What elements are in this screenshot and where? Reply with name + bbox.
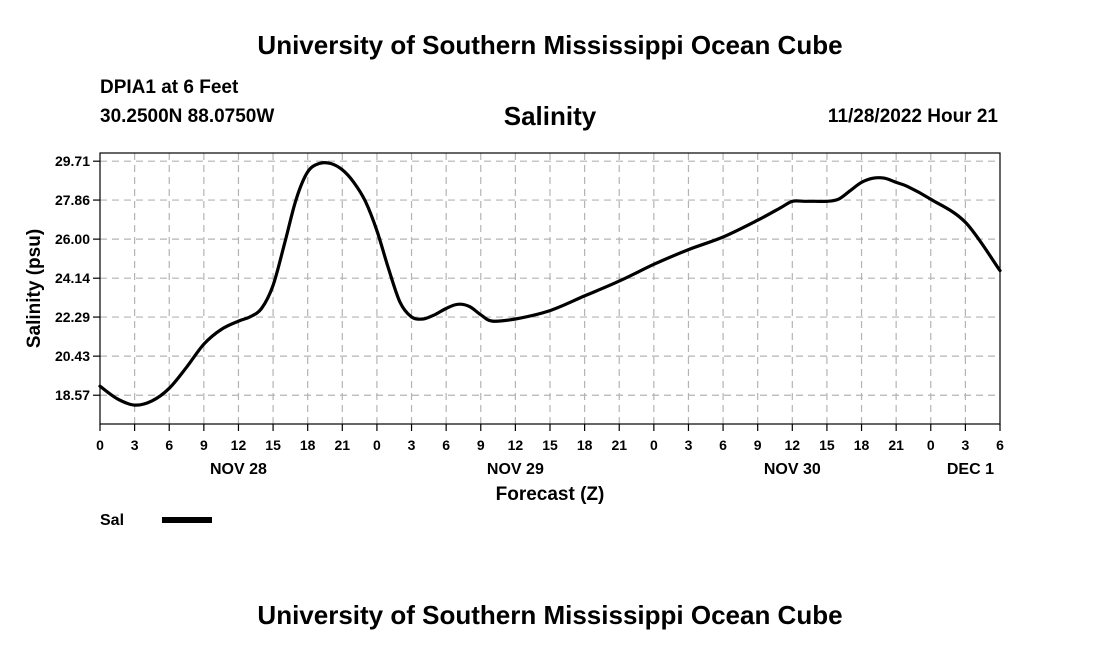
x-tick-label: 6 xyxy=(719,437,727,453)
series-line-sal xyxy=(98,161,1002,407)
station-label: DPIA1 at 6 Feet xyxy=(100,77,239,98)
day-label: NOV 29 xyxy=(487,461,544,478)
x-tick-label: 12 xyxy=(508,437,524,453)
x-tick-label: 3 xyxy=(131,437,139,453)
forecast-datetime: 11/28/2022 Hour 21 xyxy=(827,106,998,127)
y-axis-label: Salinity (psu) xyxy=(24,229,45,348)
x-tick-label: 18 xyxy=(854,437,870,453)
day-label: NOV 28 xyxy=(210,461,267,478)
x-tick-label: 18 xyxy=(577,437,593,453)
day-label: DEC 1 xyxy=(947,461,994,478)
x-tick-label: 15 xyxy=(542,437,558,453)
legend: Sal xyxy=(100,512,212,529)
y-tick-label: 24.14 xyxy=(55,270,90,286)
x-tick-label: 15 xyxy=(265,437,281,453)
x-tick-label: 3 xyxy=(961,437,969,453)
x-tick-label: 0 xyxy=(96,437,104,453)
day-labels: NOV 28 NOV 29 NOV 30 DEC 1 xyxy=(210,461,994,478)
x-tick-label: 0 xyxy=(373,437,381,453)
x-tick-label: 6 xyxy=(165,437,173,453)
day-label: NOV 30 xyxy=(764,461,821,478)
y-tick-label: 18.57 xyxy=(55,387,90,403)
y-tick-label: 26.00 xyxy=(55,231,90,247)
y-axis-ticks: 29.71 27.86 26.00 24.14 22.29 20.43 18.57 xyxy=(55,153,100,403)
footer-title: University of Southern Mississippi Ocean… xyxy=(257,600,843,630)
x-tick-label: 3 xyxy=(408,437,416,453)
chart-main-title: University of Southern Mississippi Ocean… xyxy=(257,30,843,60)
coordinates-label: 30.2500N 88.0750W xyxy=(100,106,275,127)
x-tick-label: 12 xyxy=(231,437,247,453)
y-tick-label: 22.29 xyxy=(55,309,90,325)
x-tick-label: 3 xyxy=(685,437,693,453)
x-tick-label: 6 xyxy=(996,437,1004,453)
x-tick-label: 6 xyxy=(442,437,450,453)
x-tick-label: 15 xyxy=(819,437,835,453)
x-tick-label: 21 xyxy=(335,437,351,453)
x-tick-label: 9 xyxy=(477,437,485,453)
x-tick-label: 21 xyxy=(888,437,904,453)
x-tick-label: 21 xyxy=(611,437,627,453)
y-tick-label: 27.86 xyxy=(55,192,90,208)
legend-label-sal: Sal xyxy=(100,512,124,529)
x-tick-label: 0 xyxy=(927,437,935,453)
parameter-title: Salinity xyxy=(503,101,597,131)
y-tick-label: 29.71 xyxy=(55,153,90,169)
y-tick-label: 20.43 xyxy=(55,348,90,364)
x-tick-label: 18 xyxy=(300,437,316,453)
x-axis-label: Forecast (Z) xyxy=(496,484,605,505)
x-tick-label: 0 xyxy=(650,437,658,453)
x-tick-label: 12 xyxy=(785,437,801,453)
grid-lines xyxy=(100,153,1000,424)
x-tick-label: 9 xyxy=(754,437,762,453)
x-axis-ticks: 0 3 6 9 12 15 18 21 0 3 6 9 12 15 18 21 0 3 6 9 12 15 18 21 0 3 6 xyxy=(96,424,1004,453)
x-tick-label: 9 xyxy=(200,437,208,453)
